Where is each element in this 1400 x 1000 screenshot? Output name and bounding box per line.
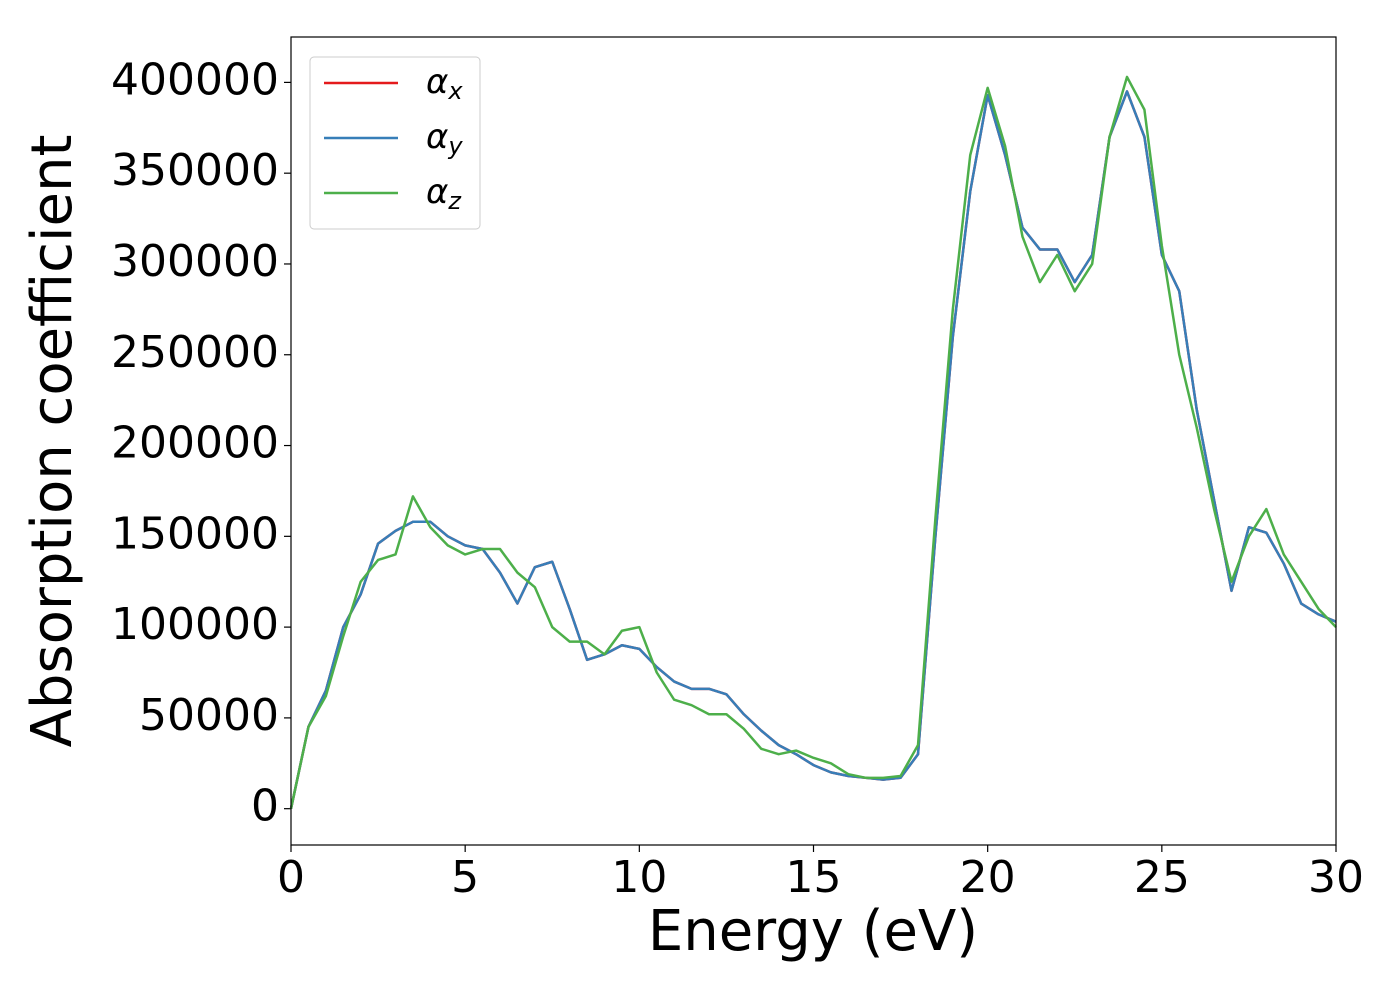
legend-label: αy — [426, 117, 463, 161]
y-tick-label: 350000 — [111, 145, 279, 196]
x-axis-label: Energy (eV) — [648, 899, 978, 964]
y-tick-label: 200000 — [111, 418, 279, 469]
y-tick-label: 250000 — [111, 327, 279, 378]
legend-label: αx — [426, 62, 463, 106]
y-axis-label: Absorption coefficient — [20, 135, 85, 748]
x-tick-label: 5 — [451, 852, 479, 903]
y-tick-label: 0 — [251, 781, 279, 832]
series-line — [289, 75, 1337, 809]
y-tick-label: 400000 — [111, 54, 279, 105]
x-tick-label: 25 — [1134, 852, 1190, 903]
plot-frame — [290, 36, 1337, 846]
legend-box — [309, 56, 481, 230]
y-tick-label: 100000 — [111, 599, 279, 650]
x-tick-label: 0 — [277, 852, 305, 903]
x-tick-label: 20 — [960, 852, 1016, 903]
x-tick-label: 10 — [611, 852, 667, 903]
x-tick-label: 30 — [1308, 852, 1364, 903]
x-tick-label: 15 — [786, 852, 842, 903]
legend-label: αz — [426, 172, 462, 216]
y-tick-label: 150000 — [111, 508, 279, 559]
y-tick-label: 50000 — [139, 690, 279, 741]
series-line — [289, 90, 1337, 809]
y-tick-label: 300000 — [111, 236, 279, 287]
